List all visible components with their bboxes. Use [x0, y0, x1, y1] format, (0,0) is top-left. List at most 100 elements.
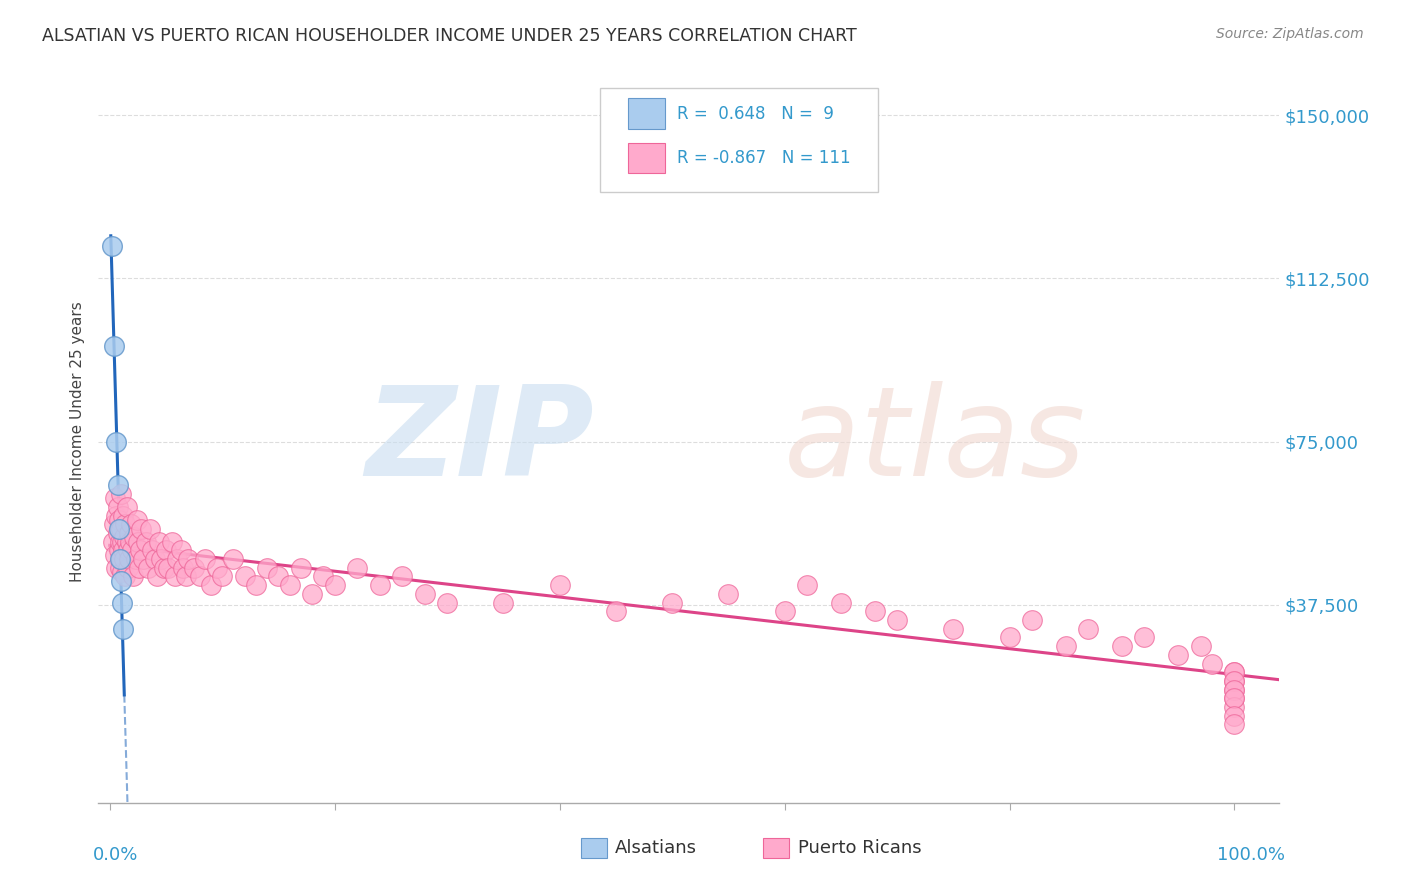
- Point: [1077, 622, 1099, 636]
- Point: [118, 552, 141, 566]
- Point: [107, 500, 129, 514]
- Point: [886, 613, 908, 627]
- Point: [114, 517, 136, 532]
- Text: R = -0.867   N = 111: R = -0.867 N = 111: [678, 149, 851, 168]
- Point: [290, 561, 312, 575]
- Point: [166, 552, 188, 566]
- Point: [830, 596, 852, 610]
- Point: [172, 561, 194, 575]
- Point: [245, 578, 267, 592]
- Point: [205, 561, 228, 575]
- Text: Source: ZipAtlas.com: Source: ZipAtlas.com: [1216, 27, 1364, 41]
- Point: [107, 513, 129, 527]
- Point: [194, 552, 217, 566]
- Point: [413, 587, 436, 601]
- Point: [118, 525, 141, 540]
- Point: [101, 238, 124, 252]
- Text: ZIP: ZIP: [366, 381, 595, 502]
- Point: [112, 552, 135, 566]
- FancyBboxPatch shape: [627, 98, 665, 128]
- Point: [112, 622, 135, 636]
- Point: [267, 569, 290, 583]
- Point: [114, 569, 136, 583]
- Point: [105, 434, 128, 449]
- Point: [1223, 665, 1246, 680]
- Point: [127, 534, 149, 549]
- Point: [1223, 682, 1246, 697]
- Point: [605, 604, 627, 618]
- Point: [108, 534, 131, 549]
- Point: [160, 534, 183, 549]
- Point: [129, 543, 152, 558]
- Point: [111, 565, 134, 579]
- FancyBboxPatch shape: [627, 143, 665, 173]
- Point: [169, 543, 191, 558]
- Point: [773, 604, 796, 618]
- Point: [155, 543, 177, 558]
- Point: [115, 534, 138, 549]
- Point: [152, 561, 174, 575]
- Text: 0.0%: 0.0%: [93, 847, 138, 864]
- Point: [124, 530, 146, 544]
- Point: [312, 569, 335, 583]
- Text: Alsatians: Alsatians: [614, 839, 697, 857]
- Point: [111, 596, 134, 610]
- Point: [141, 543, 163, 558]
- Point: [548, 578, 571, 592]
- Point: [863, 604, 886, 618]
- Point: [103, 517, 125, 532]
- Point: [110, 487, 132, 501]
- Point: [135, 534, 157, 549]
- Point: [278, 578, 301, 592]
- Point: [104, 491, 127, 505]
- Text: 100.0%: 100.0%: [1218, 847, 1285, 864]
- Point: [1189, 639, 1212, 653]
- Point: [188, 569, 211, 583]
- Point: [998, 631, 1021, 645]
- Point: [101, 534, 124, 549]
- Point: [942, 622, 965, 636]
- Point: [107, 478, 129, 492]
- Point: [1223, 665, 1246, 680]
- Point: [124, 552, 146, 566]
- Point: [110, 522, 132, 536]
- Point: [301, 587, 323, 601]
- Point: [104, 548, 127, 562]
- Point: [117, 543, 139, 558]
- Point: [1223, 708, 1246, 723]
- Point: [1167, 648, 1189, 662]
- Point: [121, 543, 143, 558]
- Point: [125, 513, 148, 527]
- Point: [163, 569, 186, 583]
- Point: [108, 552, 131, 566]
- Point: [103, 339, 125, 353]
- Point: [346, 561, 368, 575]
- Point: [492, 596, 515, 610]
- Point: [796, 578, 818, 592]
- Point: [1054, 639, 1077, 653]
- Point: [177, 552, 200, 566]
- Point: [1223, 717, 1246, 731]
- Text: Puerto Ricans: Puerto Ricans: [797, 839, 921, 857]
- Point: [105, 561, 128, 575]
- Point: [256, 561, 278, 575]
- Point: [233, 569, 256, 583]
- Point: [436, 596, 458, 610]
- Point: [122, 569, 145, 583]
- Point: [146, 569, 169, 583]
- Point: [129, 522, 152, 536]
- Point: [143, 552, 166, 566]
- Point: [1223, 691, 1246, 706]
- Point: [107, 525, 129, 540]
- Point: [118, 534, 141, 549]
- Point: [120, 517, 142, 532]
- Point: [110, 574, 132, 588]
- Point: [222, 552, 245, 566]
- Point: [391, 569, 413, 583]
- Point: [107, 543, 129, 558]
- Point: [368, 578, 391, 592]
- Point: [211, 569, 233, 583]
- Point: [115, 500, 138, 514]
- Point: [717, 587, 740, 601]
- Point: [128, 561, 150, 575]
